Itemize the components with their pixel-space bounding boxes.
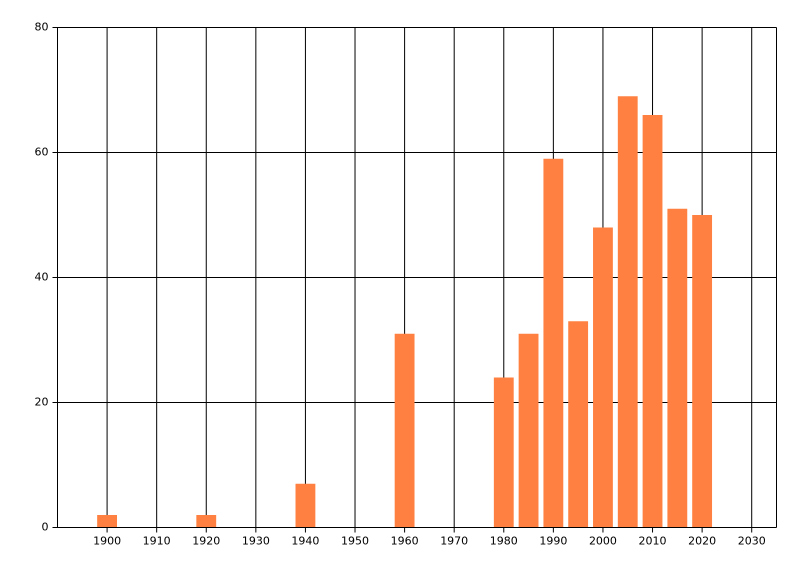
bar xyxy=(97,515,118,528)
x-tick-label: 2020 xyxy=(688,535,716,548)
x-tick-label: 1980 xyxy=(490,535,518,548)
bar xyxy=(667,208,688,528)
x-tick-label: 2000 xyxy=(589,535,617,548)
bar xyxy=(642,115,663,528)
bar xyxy=(394,333,415,528)
x-tick-label: 1970 xyxy=(440,535,468,548)
bar xyxy=(568,321,589,528)
x-tick-label: 1950 xyxy=(341,535,369,548)
x-tick-label: 1930 xyxy=(242,535,270,548)
bar xyxy=(593,227,613,528)
bar xyxy=(493,377,514,528)
bar xyxy=(543,158,564,528)
x-tick-label: 2010 xyxy=(639,535,667,548)
y-tick-label: 80 xyxy=(35,21,49,34)
x-tick-label: 1910 xyxy=(143,535,171,548)
x-tick-label: 1990 xyxy=(539,535,567,548)
x-tick-label: 2030 xyxy=(738,535,766,548)
bar xyxy=(617,96,638,528)
y-tick-label: 60 xyxy=(35,146,49,159)
bar xyxy=(692,215,713,528)
y-tick-label: 40 xyxy=(35,271,49,284)
x-tick-label: 1920 xyxy=(192,535,220,548)
bar xyxy=(295,483,316,528)
y-tick-label: 0 xyxy=(42,521,49,534)
x-tick-label: 1900 xyxy=(93,535,121,548)
x-tick-label: 1960 xyxy=(391,535,419,548)
x-tick-label: 1940 xyxy=(291,535,319,548)
y-tick-label: 20 xyxy=(35,396,49,409)
bar xyxy=(196,515,217,528)
bar xyxy=(518,333,539,528)
